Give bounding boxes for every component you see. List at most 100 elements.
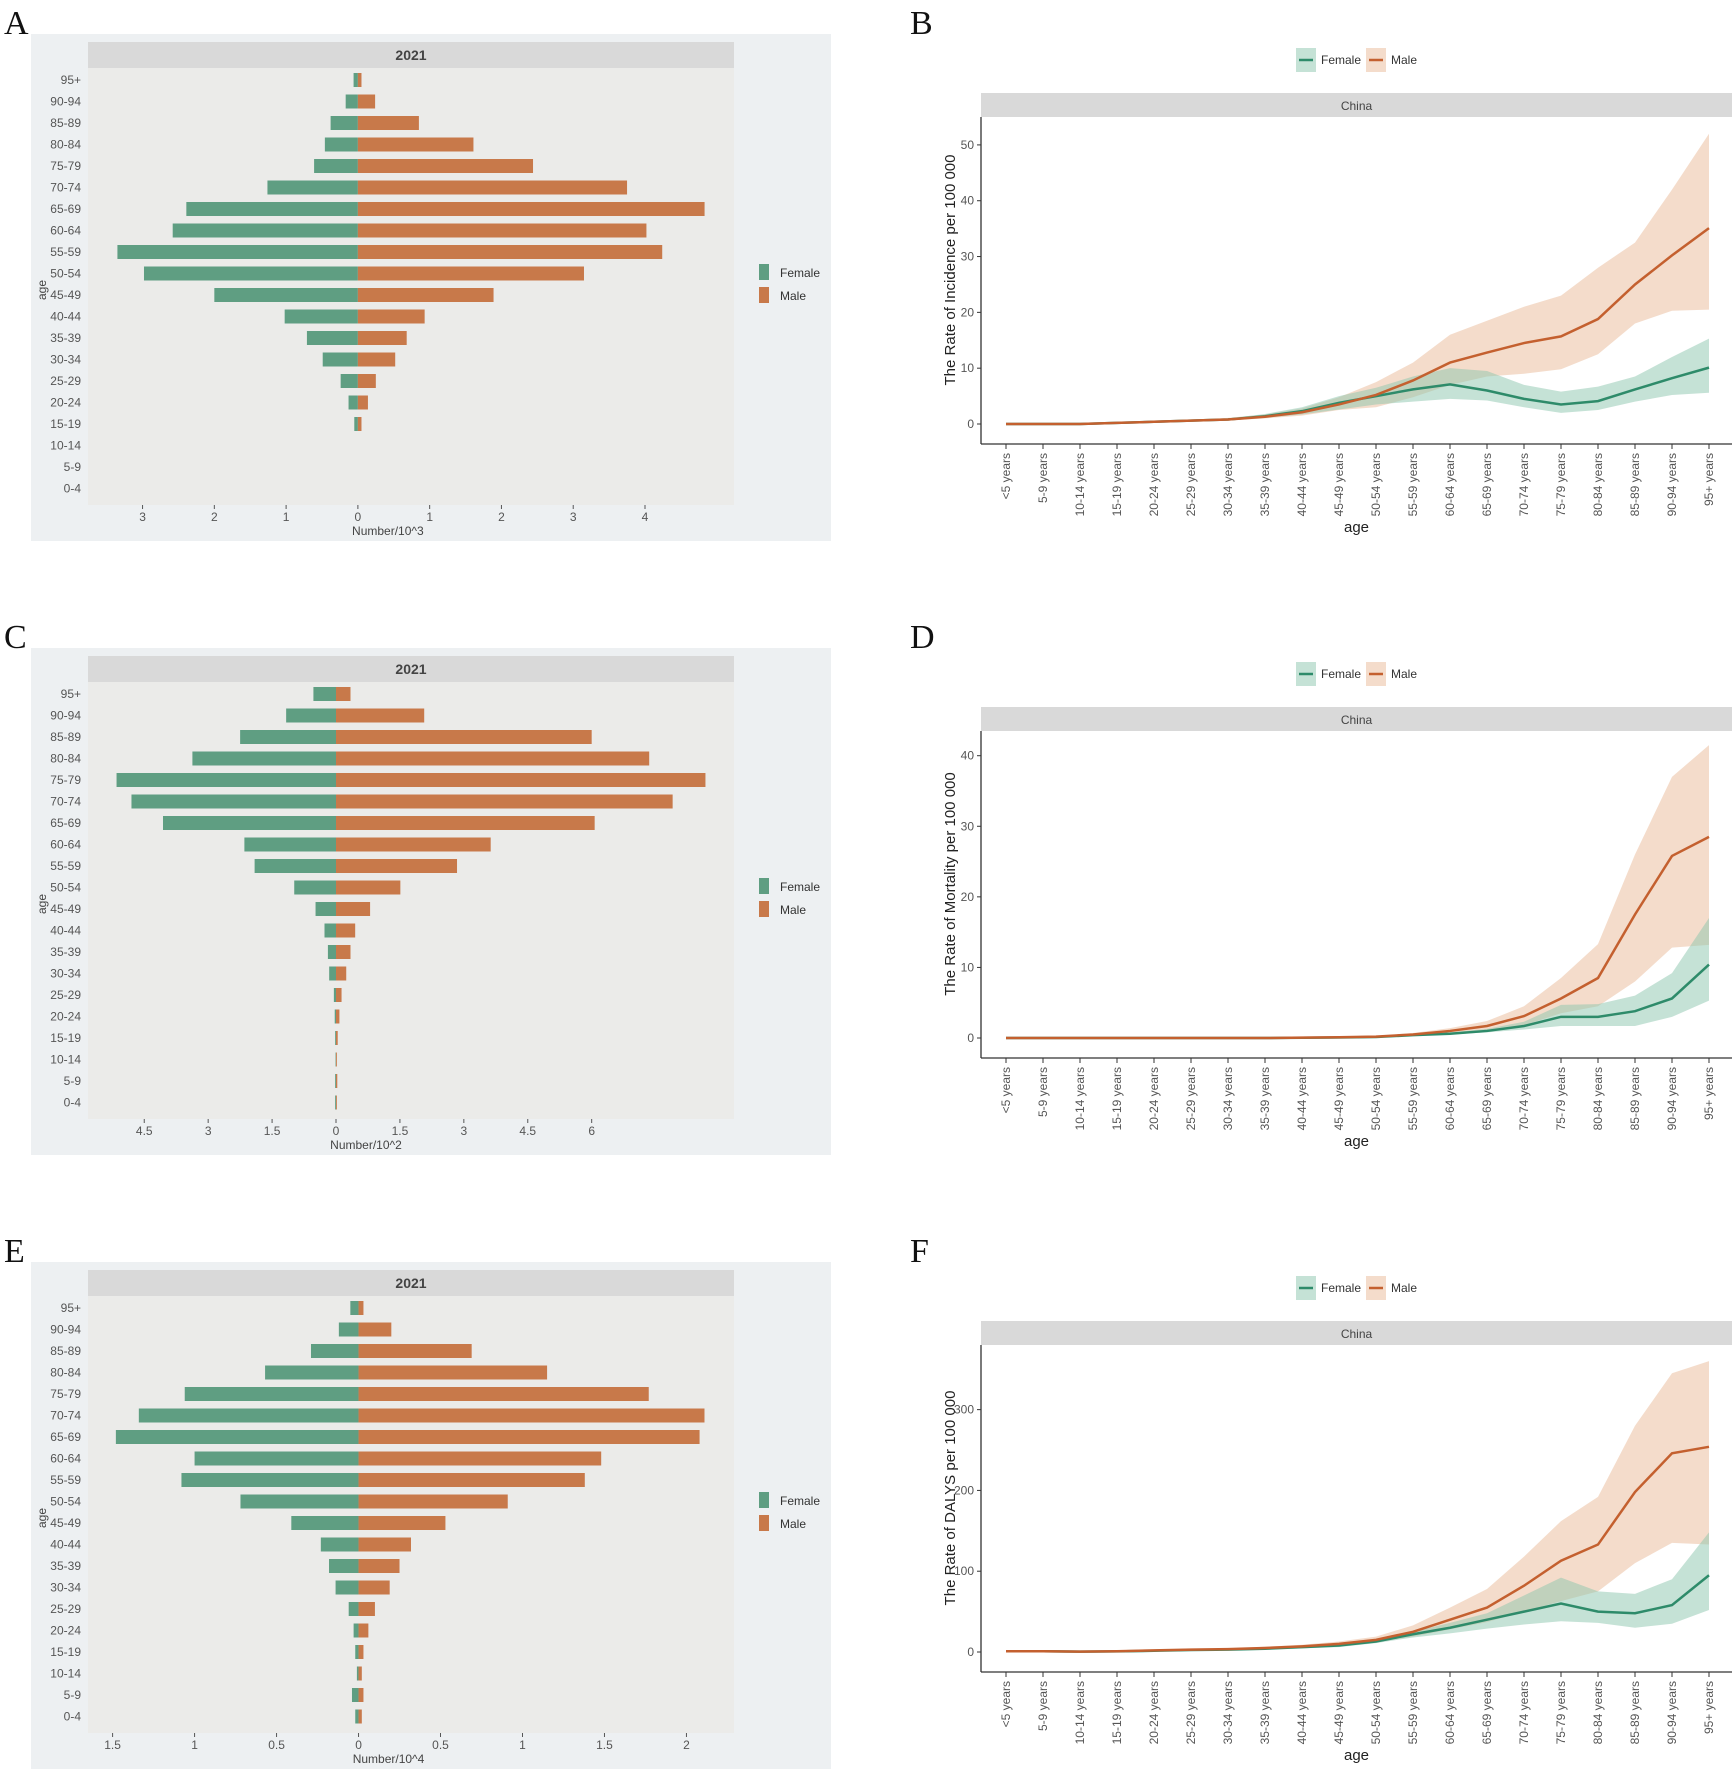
bar-male bbox=[358, 1688, 364, 1702]
bar-female bbox=[354, 417, 358, 431]
y-tick-label: 30 bbox=[961, 819, 975, 833]
strip-label: China bbox=[1341, 99, 1373, 113]
y-axis-title: The Rate of Incidence per 100 000 bbox=[942, 155, 959, 386]
ci-ribbon-male bbox=[1006, 133, 1709, 424]
bar-male bbox=[357, 159, 534, 173]
bar-female bbox=[138, 1408, 359, 1423]
y-axis-title: age bbox=[35, 280, 49, 300]
bar-female bbox=[345, 94, 358, 109]
bar-male bbox=[336, 923, 356, 938]
bar-male bbox=[336, 902, 371, 916]
x-tick-label: 65-69 years bbox=[1480, 1681, 1494, 1744]
y-tick-label: 0 bbox=[967, 417, 974, 431]
x-tick-label: 70-74 years bbox=[1517, 1681, 1531, 1744]
strip-label: China bbox=[1341, 713, 1373, 727]
age-tick-label: 0-4 bbox=[64, 482, 82, 496]
age-tick-label: 15-19 bbox=[50, 417, 81, 431]
x-tick-label: 95+ years bbox=[1702, 453, 1716, 506]
age-tick-label: 70-74 bbox=[50, 1409, 81, 1423]
x-tick-label: 55-59 years bbox=[1406, 1067, 1420, 1130]
bar-female bbox=[327, 945, 337, 959]
bar-female bbox=[330, 116, 358, 130]
age-tick-label: 15-19 bbox=[50, 1645, 81, 1659]
y-tick-label: 0 bbox=[967, 1031, 974, 1045]
age-tick-label: 80-84 bbox=[50, 1366, 81, 1380]
x-tick-label: 6 bbox=[588, 1124, 595, 1138]
bar-female bbox=[353, 1623, 359, 1638]
legend-label-male: Male bbox=[780, 1517, 806, 1531]
legend-label-male: Male bbox=[1391, 667, 1417, 681]
bar-male bbox=[358, 1645, 364, 1659]
panel-B: B Female Male China 0 10 20 30 40 50 <5 years 5-9 y… bbox=[910, 5, 1732, 536]
bar-female bbox=[291, 1516, 359, 1530]
x-tick-label: 45-49 years bbox=[1332, 1681, 1346, 1744]
bar-female bbox=[115, 1430, 359, 1444]
y-axis-title: age bbox=[35, 894, 49, 914]
x-tick-label: 1.5 bbox=[104, 1738, 121, 1752]
bar-female bbox=[335, 1095, 337, 1110]
x-tick-label: 20-24 years bbox=[1147, 453, 1161, 516]
age-tick-label: 10-14 bbox=[50, 1667, 81, 1681]
age-tick-label: 35-39 bbox=[50, 1559, 81, 1573]
bar-male bbox=[336, 966, 347, 981]
legend-key-female bbox=[759, 878, 769, 894]
bar-female bbox=[172, 223, 358, 238]
panel-E: E 2021 95+ 90-94 85-89 80-84 75-79 70-74 65-69 60… bbox=[4, 1233, 831, 1769]
age-tick-label: 35-39 bbox=[50, 331, 81, 345]
bar-female bbox=[131, 794, 337, 809]
x-tick-label: 75-79 years bbox=[1554, 1067, 1568, 1130]
x-tick-label: 5-9 years bbox=[1036, 1067, 1050, 1117]
strip bbox=[981, 1321, 1732, 1345]
bar-female bbox=[117, 245, 358, 259]
age-tick-label: 40-44 bbox=[50, 310, 81, 324]
y-axis-title: The Rate of DALYS per 100 000 bbox=[942, 1391, 959, 1606]
age-tick-label: 0-4 bbox=[64, 1710, 82, 1724]
bar-male bbox=[357, 180, 628, 195]
bar-female bbox=[315, 902, 337, 916]
bar-male bbox=[357, 352, 396, 367]
bar-female bbox=[314, 159, 358, 173]
bar-male bbox=[336, 794, 673, 809]
age-tick-label: 60-64 bbox=[50, 224, 81, 238]
age-tick-label: 30-34 bbox=[50, 353, 81, 367]
legend-label-male: Male bbox=[780, 289, 806, 303]
bar-male bbox=[336, 730, 592, 744]
x-tick-label: 85-89 years bbox=[1628, 1681, 1642, 1744]
bar-male bbox=[358, 1387, 649, 1401]
bar-female bbox=[192, 751, 337, 766]
x-tick-label: 15-19 years bbox=[1110, 453, 1124, 516]
age-tick-label: 60-64 bbox=[50, 1452, 81, 1466]
age-tick-label: 80-84 bbox=[50, 752, 81, 766]
bar-male bbox=[358, 1365, 548, 1380]
bar-male bbox=[336, 1074, 338, 1088]
age-tick-label: 20-24 bbox=[50, 1624, 81, 1638]
x-tick-label: 55-59 years bbox=[1406, 1681, 1420, 1744]
bar-female bbox=[265, 1365, 359, 1380]
bar-female bbox=[338, 1322, 359, 1337]
bar-male bbox=[358, 1623, 369, 1638]
strip-label: 2021 bbox=[395, 47, 426, 63]
bar-male bbox=[336, 816, 595, 830]
x-tick-label: 80-84 years bbox=[1591, 1681, 1605, 1744]
x-tick-label: <5 years bbox=[999, 453, 1013, 499]
x-tick-label: 80-84 years bbox=[1591, 453, 1605, 516]
age-tick-label: 40-44 bbox=[50, 1538, 81, 1552]
age-tick-label: 95+ bbox=[61, 1301, 81, 1315]
x-tick-label: 35-39 years bbox=[1258, 1681, 1272, 1744]
age-tick-label: 65-69 bbox=[50, 816, 81, 830]
x-tick-label: 90-94 years bbox=[1665, 453, 1679, 516]
bar-male bbox=[336, 1052, 337, 1067]
x-tick-label: 4 bbox=[642, 510, 649, 524]
bar-male bbox=[336, 773, 706, 787]
x-tick-label: 90-94 years bbox=[1665, 1067, 1679, 1130]
x-tick-label: 30-34 years bbox=[1221, 453, 1235, 516]
bar-female bbox=[351, 1688, 359, 1702]
y-tick-label: 10 bbox=[961, 361, 975, 375]
x-tick-label: 70-74 years bbox=[1517, 453, 1531, 516]
x-tick-label: 45-49 years bbox=[1332, 1067, 1346, 1130]
legend-key-female bbox=[759, 1492, 769, 1508]
bar-female bbox=[329, 966, 337, 981]
y-tick-label: 40 bbox=[961, 749, 975, 763]
bar-male bbox=[358, 1666, 362, 1681]
panel-label: F bbox=[910, 1233, 929, 1270]
